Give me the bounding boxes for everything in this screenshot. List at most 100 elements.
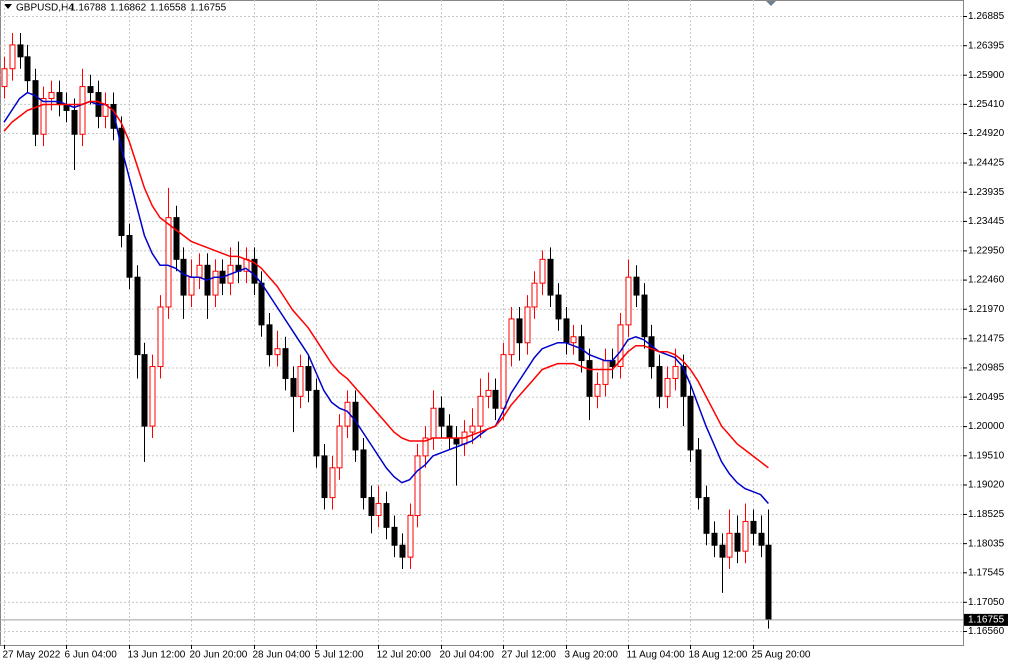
candle-body (110, 103, 117, 129)
candle-body (547, 258, 554, 296)
candle-body (165, 217, 172, 308)
menu-icon (4, 4, 12, 9)
candle-body (641, 294, 648, 338)
x-tick-label: 27 May 2022 (3, 650, 61, 661)
quote-low: 1.16558 (150, 3, 187, 14)
shift-marker (766, 1, 776, 6)
candle-body (196, 264, 203, 278)
y-tick-label: 1.22460 (968, 275, 1005, 286)
candle-body (134, 276, 141, 356)
y-tick-label: 1.25900 (968, 70, 1005, 81)
candle-body (352, 401, 359, 451)
candle-body (687, 395, 694, 451)
y-tick-label: 1.18525 (968, 509, 1005, 520)
y-tick-label: 1.21475 (968, 333, 1005, 344)
candle-body (9, 44, 16, 70)
candle-body (1, 68, 8, 88)
x-tick-label: 18 Aug 12:00 (689, 650, 748, 661)
candle-body (664, 377, 671, 397)
candle-body (251, 258, 258, 284)
x-tick-label: 6 Jun 04:00 (65, 650, 118, 661)
y-tick-label: 1.24425 (968, 158, 1005, 169)
candle-body (173, 217, 180, 260)
candle-body (118, 127, 125, 237)
candle-body (703, 497, 710, 534)
candle-body (719, 544, 726, 558)
quote-close: 1.16755 (190, 3, 227, 14)
candle-body (414, 455, 421, 516)
candle-body (500, 354, 507, 409)
candle-body (726, 532, 733, 558)
candle-body (617, 324, 624, 368)
candle-body (438, 407, 445, 427)
x-tick-label: 13 Jun 12:00 (128, 650, 186, 661)
candle-body (399, 544, 406, 558)
x-tick-label: 12 Jul 20:00 (377, 650, 432, 661)
x-tick-label: 5 Jul 12:00 (315, 650, 364, 661)
candle-body (24, 56, 31, 82)
candle-body (477, 395, 484, 427)
candle-body (602, 360, 609, 385)
candle-body (282, 348, 289, 379)
candle-body (141, 354, 148, 427)
candle-body (734, 532, 741, 552)
candle-body (149, 366, 156, 427)
candle-body (633, 276, 640, 296)
candle-body (508, 318, 515, 356)
candle-body (570, 336, 577, 344)
candle-body (524, 306, 531, 344)
symbol-title: GBPUSD,H4 (16, 3, 74, 14)
candle-body (680, 366, 687, 397)
x-tick-label: 25 Aug 20:00 (752, 650, 811, 661)
candle-body (79, 86, 86, 135)
candle-body (212, 270, 219, 296)
candle-body (375, 503, 382, 516)
x-tick-label: 27 Jul 12:00 (502, 650, 557, 661)
candle-body (711, 532, 718, 546)
candle-body (648, 336, 655, 368)
candle-body (313, 389, 320, 457)
y-tick-label: 1.19020 (968, 480, 1005, 491)
candle-body (492, 389, 499, 409)
candle-body (516, 318, 523, 344)
x-tick-label: 11 Aug 04:00 (627, 650, 686, 661)
candle-body (430, 407, 437, 439)
candle-body (656, 366, 663, 397)
y-tick-label: 1.17545 (968, 567, 1005, 578)
y-tick-label: 1.19510 (968, 450, 1005, 461)
y-tick-label: 1.20000 (968, 421, 1005, 432)
candle-body (258, 282, 265, 326)
candle-body (383, 503, 390, 528)
candle-body (305, 366, 312, 391)
y-tick-label: 1.20495 (968, 392, 1005, 403)
x-tick-label: 20 Jun 20:00 (190, 650, 248, 661)
candle-body (446, 425, 453, 439)
candle-body (765, 544, 772, 620)
moving-average (3, 91, 769, 504)
candle-body (672, 366, 679, 379)
moving-average (3, 100, 769, 469)
candle-body (368, 497, 375, 516)
y-tick-label: 1.26885 (968, 11, 1005, 22)
candle-body (625, 276, 632, 326)
y-tick-label: 1.21970 (968, 304, 1005, 315)
quote-high: 1.16862 (110, 3, 147, 14)
y-tick-label: 1.16560 (968, 626, 1005, 637)
candle-body (485, 389, 492, 397)
y-tick-label: 1.18035 (968, 538, 1005, 549)
y-tick-label: 1.22950 (968, 246, 1005, 257)
candle-body (453, 437, 460, 445)
candle-body (48, 92, 55, 100)
candle-body (157, 306, 164, 368)
y-tick-label: 1.17050 (968, 597, 1005, 608)
candle-body (188, 276, 195, 296)
candle-body (758, 532, 765, 546)
candle-body (71, 109, 78, 135)
y-tick-label: 1.25410 (968, 99, 1005, 110)
candle-body (422, 437, 429, 457)
candle-body (586, 360, 593, 397)
candle-body (266, 324, 273, 356)
candle-body (563, 318, 570, 344)
